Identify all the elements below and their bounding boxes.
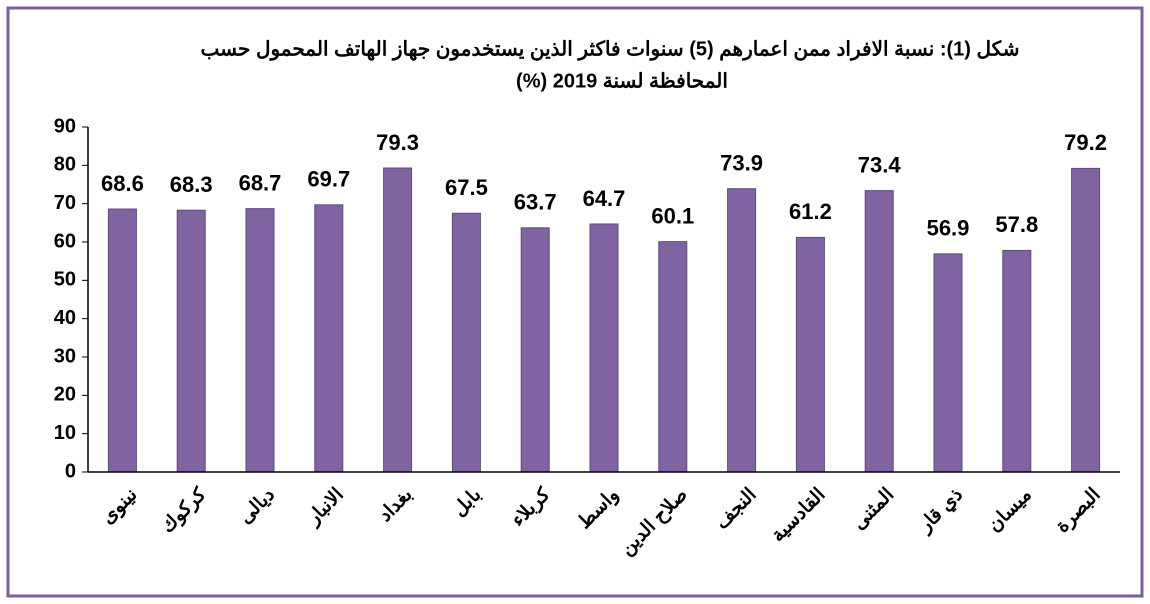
bar bbox=[795, 236, 825, 473]
bar bbox=[176, 209, 206, 473]
bar bbox=[589, 223, 619, 473]
bar bbox=[933, 253, 963, 473]
bar bbox=[107, 208, 137, 473]
bar bbox=[658, 241, 688, 473]
y-tick-label: 40 bbox=[54, 307, 76, 329]
y-tick-label: 70 bbox=[54, 192, 76, 214]
data-label: 61.2 bbox=[789, 199, 832, 224]
data-label: 68.7 bbox=[239, 170, 282, 195]
bar bbox=[245, 208, 275, 473]
chart-title: المحافظة لسنة 2019 (%) bbox=[516, 70, 728, 92]
bar bbox=[451, 212, 481, 473]
data-label: 60.1 bbox=[651, 203, 694, 228]
data-label: 67.5 bbox=[445, 175, 488, 200]
data-label: 73.4 bbox=[858, 152, 902, 177]
data-label: 56.9 bbox=[927, 216, 970, 241]
data-label: 73.9 bbox=[720, 151, 763, 176]
bar bbox=[314, 204, 344, 473]
y-tick-label: 20 bbox=[54, 384, 76, 406]
data-label: 64.7 bbox=[583, 186, 626, 211]
data-label: 79.3 bbox=[376, 130, 419, 155]
y-tick-label: 60 bbox=[54, 230, 76, 252]
data-label: 69.7 bbox=[307, 167, 350, 192]
y-tick-label: 0 bbox=[65, 460, 76, 482]
bar bbox=[383, 167, 413, 473]
data-label: 68.3 bbox=[170, 172, 213, 197]
bar bbox=[1071, 167, 1101, 473]
data-label: 79.2 bbox=[1064, 130, 1107, 155]
bar bbox=[520, 227, 550, 473]
data-label: 57.8 bbox=[995, 212, 1038, 237]
y-tick-label: 90 bbox=[54, 115, 76, 137]
bar bbox=[727, 188, 757, 473]
y-tick-label: 50 bbox=[54, 269, 76, 291]
y-tick-label: 10 bbox=[54, 422, 76, 444]
chart-title: شكل (1): نسبة الافراد ممن اعمارهم (5) سن… bbox=[201, 38, 1020, 61]
y-tick-label: 30 bbox=[54, 345, 76, 367]
bar bbox=[864, 190, 894, 473]
bar bbox=[1002, 249, 1032, 473]
data-label: 68.6 bbox=[101, 171, 144, 196]
y-tick-label: 80 bbox=[54, 154, 76, 176]
data-label: 63.7 bbox=[514, 190, 557, 215]
